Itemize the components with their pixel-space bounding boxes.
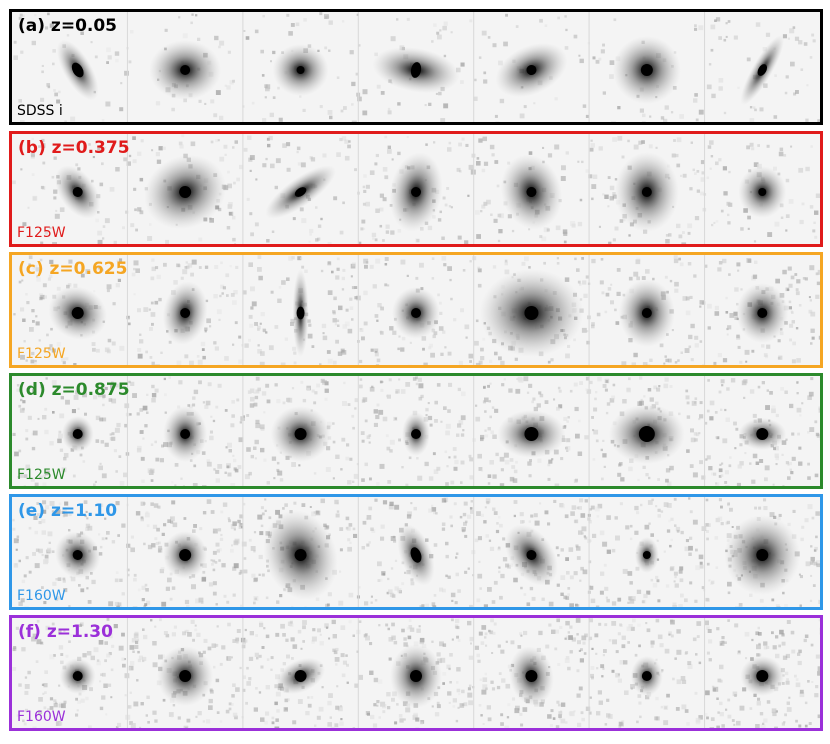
galaxy-5 bbox=[495, 42, 568, 98]
galaxy-6 bbox=[618, 279, 675, 347]
galaxy-4 bbox=[402, 412, 430, 456]
panel-label-b: (b) z=0.375 bbox=[18, 138, 130, 158]
galaxy-7 bbox=[740, 34, 785, 105]
galaxy-6 bbox=[634, 537, 659, 573]
galaxy-strip-a bbox=[13, 12, 820, 122]
panel-label-e: (e) z=1.10 bbox=[18, 501, 118, 521]
galaxy-1 bbox=[61, 416, 94, 452]
galaxy-7 bbox=[724, 515, 801, 595]
filter-label-e: F160W bbox=[17, 588, 66, 604]
galaxy-3 bbox=[272, 44, 329, 96]
galaxy-4 bbox=[389, 152, 443, 232]
galaxy-1 bbox=[56, 39, 99, 101]
galaxy-1 bbox=[55, 531, 101, 579]
galaxy-strip-e bbox=[12, 497, 820, 607]
galaxy-5 bbox=[497, 410, 566, 458]
galaxy-3 bbox=[276, 657, 326, 695]
galaxy-2 bbox=[162, 281, 208, 345]
galaxy-4 bbox=[397, 524, 435, 586]
filter-label-a: SDSS i bbox=[17, 103, 63, 119]
galaxy-4 bbox=[372, 47, 460, 93]
galaxy-2 bbox=[144, 154, 227, 230]
filter-label-c: F125W bbox=[17, 346, 66, 362]
galaxy-strip-c bbox=[13, 255, 820, 365]
galaxy-2 bbox=[157, 646, 214, 706]
galaxy-5 bbox=[500, 154, 563, 230]
galaxy-4 bbox=[392, 287, 440, 339]
galaxy-3 bbox=[263, 510, 338, 600]
galaxy-7 bbox=[738, 418, 787, 450]
panel-label-c: (c) z=0.625 bbox=[18, 259, 128, 279]
galaxy-2 bbox=[163, 406, 208, 462]
filter-label-d: F125W bbox=[17, 467, 66, 483]
galaxy-5 bbox=[504, 524, 558, 586]
galaxy-3 bbox=[265, 165, 336, 219]
galaxy-strip-f bbox=[12, 618, 820, 728]
panel-label-f: (f) z=1.30 bbox=[18, 622, 113, 642]
galaxy-3 bbox=[270, 406, 331, 462]
galaxy-strip-b bbox=[12, 134, 820, 244]
galaxy-1 bbox=[48, 286, 108, 340]
panel-label-a: (a) z=0.05 bbox=[18, 16, 118, 36]
filter-label-b: F125W bbox=[17, 225, 66, 241]
galaxy-3 bbox=[292, 269, 309, 357]
panel-e: (e) z=1.10 F160W bbox=[9, 494, 823, 610]
galaxy-1 bbox=[59, 658, 96, 694]
panel-c: (c) z=0.625 F125W bbox=[9, 252, 823, 368]
galaxy-6 bbox=[612, 36, 681, 104]
galaxy-5 bbox=[479, 269, 584, 357]
panel-f: (f) z=1.30 F160W bbox=[9, 615, 823, 731]
galaxy-2 bbox=[149, 40, 222, 100]
galaxy-6 bbox=[614, 152, 679, 232]
filter-label-f: F160W bbox=[17, 709, 66, 725]
galaxy-6 bbox=[608, 404, 685, 464]
panel-d: (d) z=0.875 F125W bbox=[9, 373, 823, 489]
panel-a: (a) z=0.05 SDSS i bbox=[9, 9, 823, 125]
panel-b: (b) z=0.375 F125W bbox=[9, 131, 823, 247]
galaxy-5 bbox=[509, 646, 554, 706]
galaxy-1 bbox=[55, 165, 101, 219]
galaxy-7 bbox=[740, 656, 785, 696]
galaxy-strip-d bbox=[12, 376, 820, 486]
panel-label-d: (d) z=0.875 bbox=[18, 380, 130, 400]
galaxy-6 bbox=[630, 656, 663, 696]
galaxy-2 bbox=[163, 531, 208, 579]
galaxy-7 bbox=[738, 166, 787, 218]
galaxy-7 bbox=[736, 283, 789, 343]
galaxy-4 bbox=[390, 644, 442, 708]
